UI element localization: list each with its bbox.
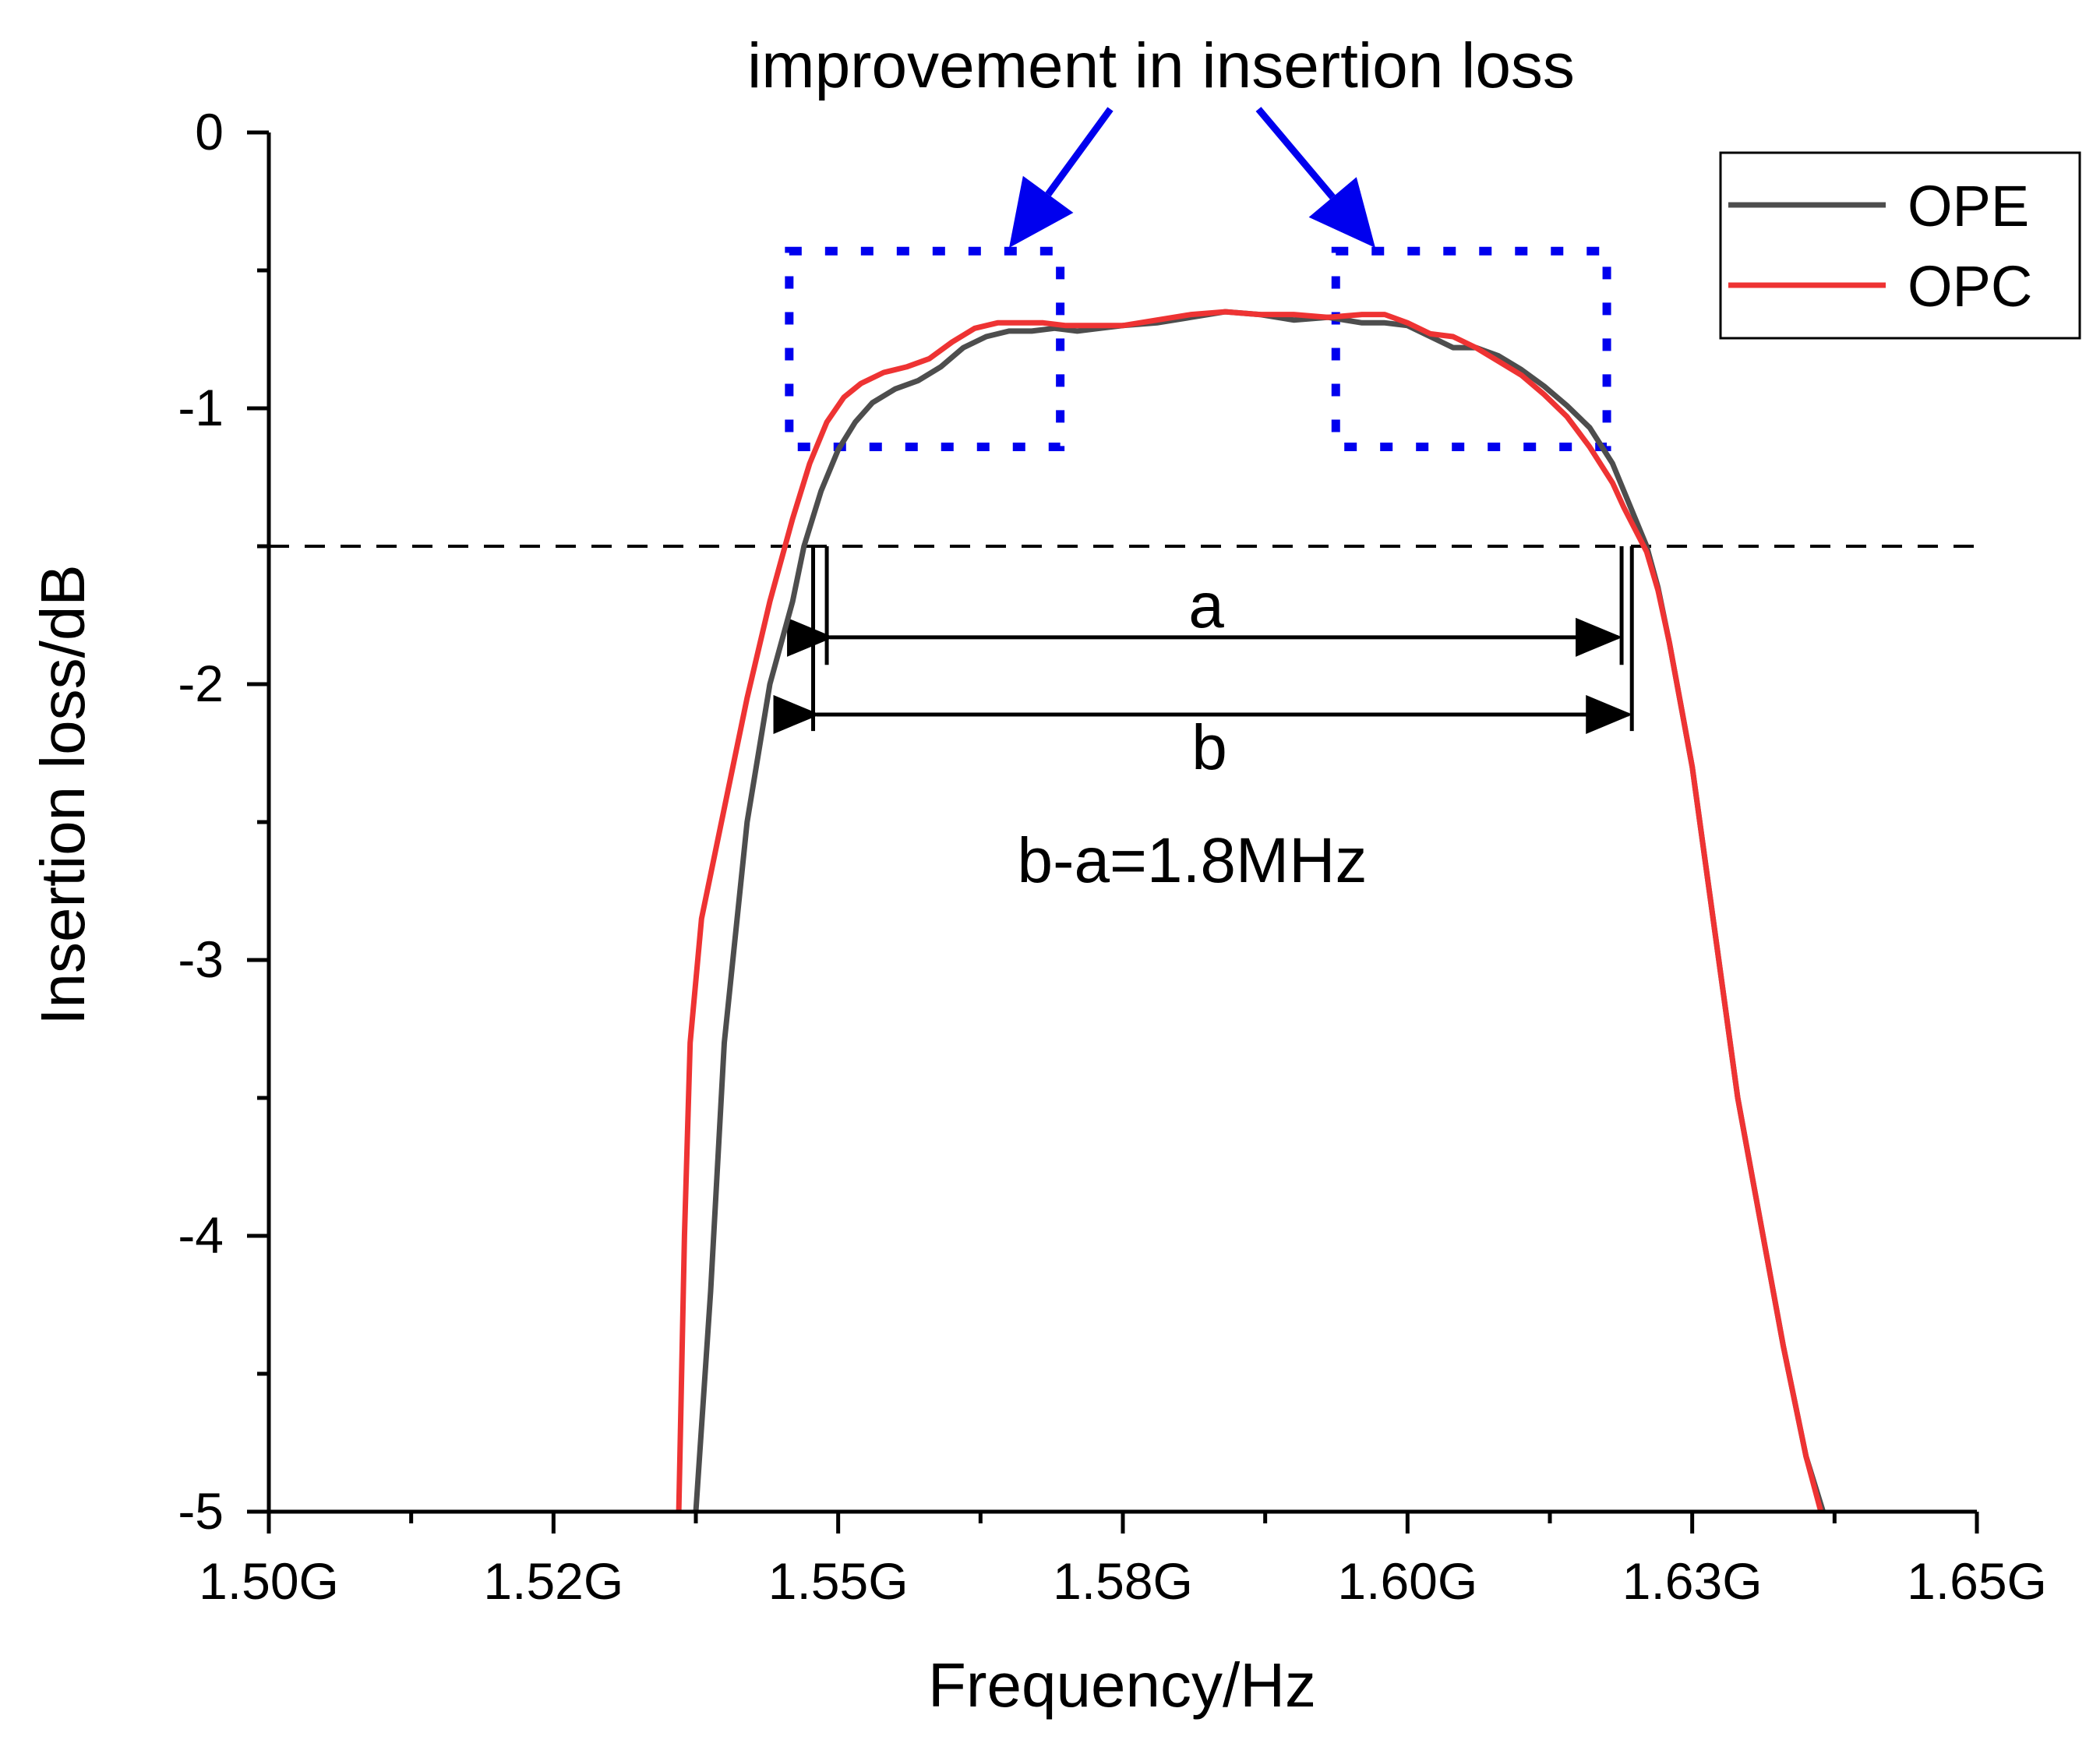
top-annotation-text: improvement in insertion loss [747, 30, 1575, 101]
highlight-box-1 [785, 246, 1065, 452]
y-axis-title: Insertion loss/dB [28, 564, 97, 1025]
highlight-box-2 [1331, 246, 1611, 452]
arrow-right [1255, 107, 1375, 248]
legend: OPE OPC [1719, 151, 2081, 340]
annotation-layer [269, 107, 1977, 734]
y-tick-label: -4 [178, 1206, 224, 1264]
x-tick-label: 1.58G [1053, 1552, 1193, 1610]
arrow-left-shaft [1045, 107, 1114, 197]
series-layer [676, 309, 1826, 1513]
arrow-left [1009, 107, 1114, 248]
arrow-right-shaft [1255, 107, 1336, 199]
difference-text: b-a=1.8MHz [1018, 825, 1368, 896]
legend-label-opc: OPC [1908, 254, 2032, 319]
legend-box [1719, 151, 2081, 340]
x-tick-label: 1.50G [199, 1552, 339, 1610]
x-tick-label: 1.63G [1622, 1552, 1763, 1610]
y-tick-label: -1 [178, 379, 224, 436]
legend-label-ope: OPE [1908, 174, 2029, 238]
series-line-ope [693, 309, 1826, 1513]
x-axis-title: Frequency/Hz [928, 1650, 1316, 1720]
y-tick-label: -3 [178, 930, 224, 988]
y-tick-label: -5 [178, 1482, 224, 1540]
y-tick-label: 0 [195, 103, 224, 161]
x-tick-label: 1.60G [1337, 1552, 1477, 1610]
label-a: a [1188, 570, 1224, 641]
x-tick-label: 1.65G [1907, 1552, 2047, 1610]
series-line-opc [676, 309, 1824, 1512]
x-tick-label: 1.52G [483, 1552, 623, 1610]
arrow-left-head [1009, 175, 1074, 248]
label-b: b [1191, 712, 1227, 783]
axes-layer: 1.50G 1.52G 1.55G 1.58G 1.60G 1.63G 1.65G 0 -1 -2… [178, 103, 2047, 1610]
arrow-right-head [1308, 177, 1375, 248]
x-tick-label: 1.55G [768, 1552, 909, 1610]
y-tick-label: -2 [178, 655, 224, 712]
